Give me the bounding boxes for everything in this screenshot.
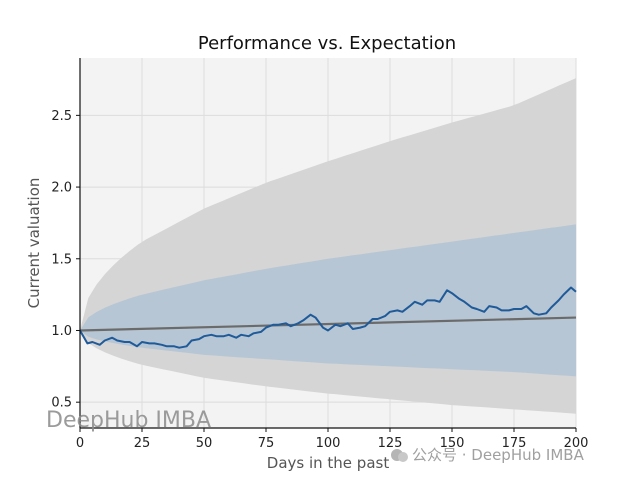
y-tick-label: 1.5 <box>51 252 72 267</box>
y-tick-label: 2.0 <box>51 181 72 196</box>
chart-title: Performance vs. Expectation <box>198 33 456 54</box>
x-tick-label: 50 <box>196 436 213 451</box>
bands <box>80 78 576 414</box>
actual-line <box>79 286 577 349</box>
x-tick-label: 100 <box>316 436 341 451</box>
x-tick-label: 75 <box>258 436 275 451</box>
inner-band <box>80 224 576 377</box>
chat-icon-bubble <box>398 452 408 462</box>
x-tick-label: 150 <box>440 436 465 451</box>
y-tick-label: 1.0 <box>51 324 72 339</box>
x-axis-title: Days in the past <box>267 454 390 472</box>
series <box>79 286 577 349</box>
expected-line <box>79 316 577 332</box>
watermark-left: DeepHub IMBA <box>46 408 211 433</box>
x-tick-label: 200 <box>564 436 589 451</box>
y-axis-title: Current valuation <box>25 178 43 309</box>
watermark-right-group: 公众号 · DeepHub IMBA <box>391 446 585 464</box>
x-tick-label: 0 <box>76 436 84 451</box>
x-axis-ticks: 0 25 50 75 100 125 150 175 200 <box>76 428 589 451</box>
y-tick-label: 2.5 <box>51 109 72 124</box>
y-axis-ticks: 0.5 1.0 1.5 2.0 2.5 <box>51 109 80 411</box>
x-tick-label: 25 <box>134 436 151 451</box>
x-tick-label: 175 <box>502 436 527 451</box>
y-tick-label: 0.5 <box>51 396 72 411</box>
watermark-right: 公众号 · DeepHub IMBA <box>412 446 585 464</box>
x-tick-label: 125 <box>378 436 403 451</box>
